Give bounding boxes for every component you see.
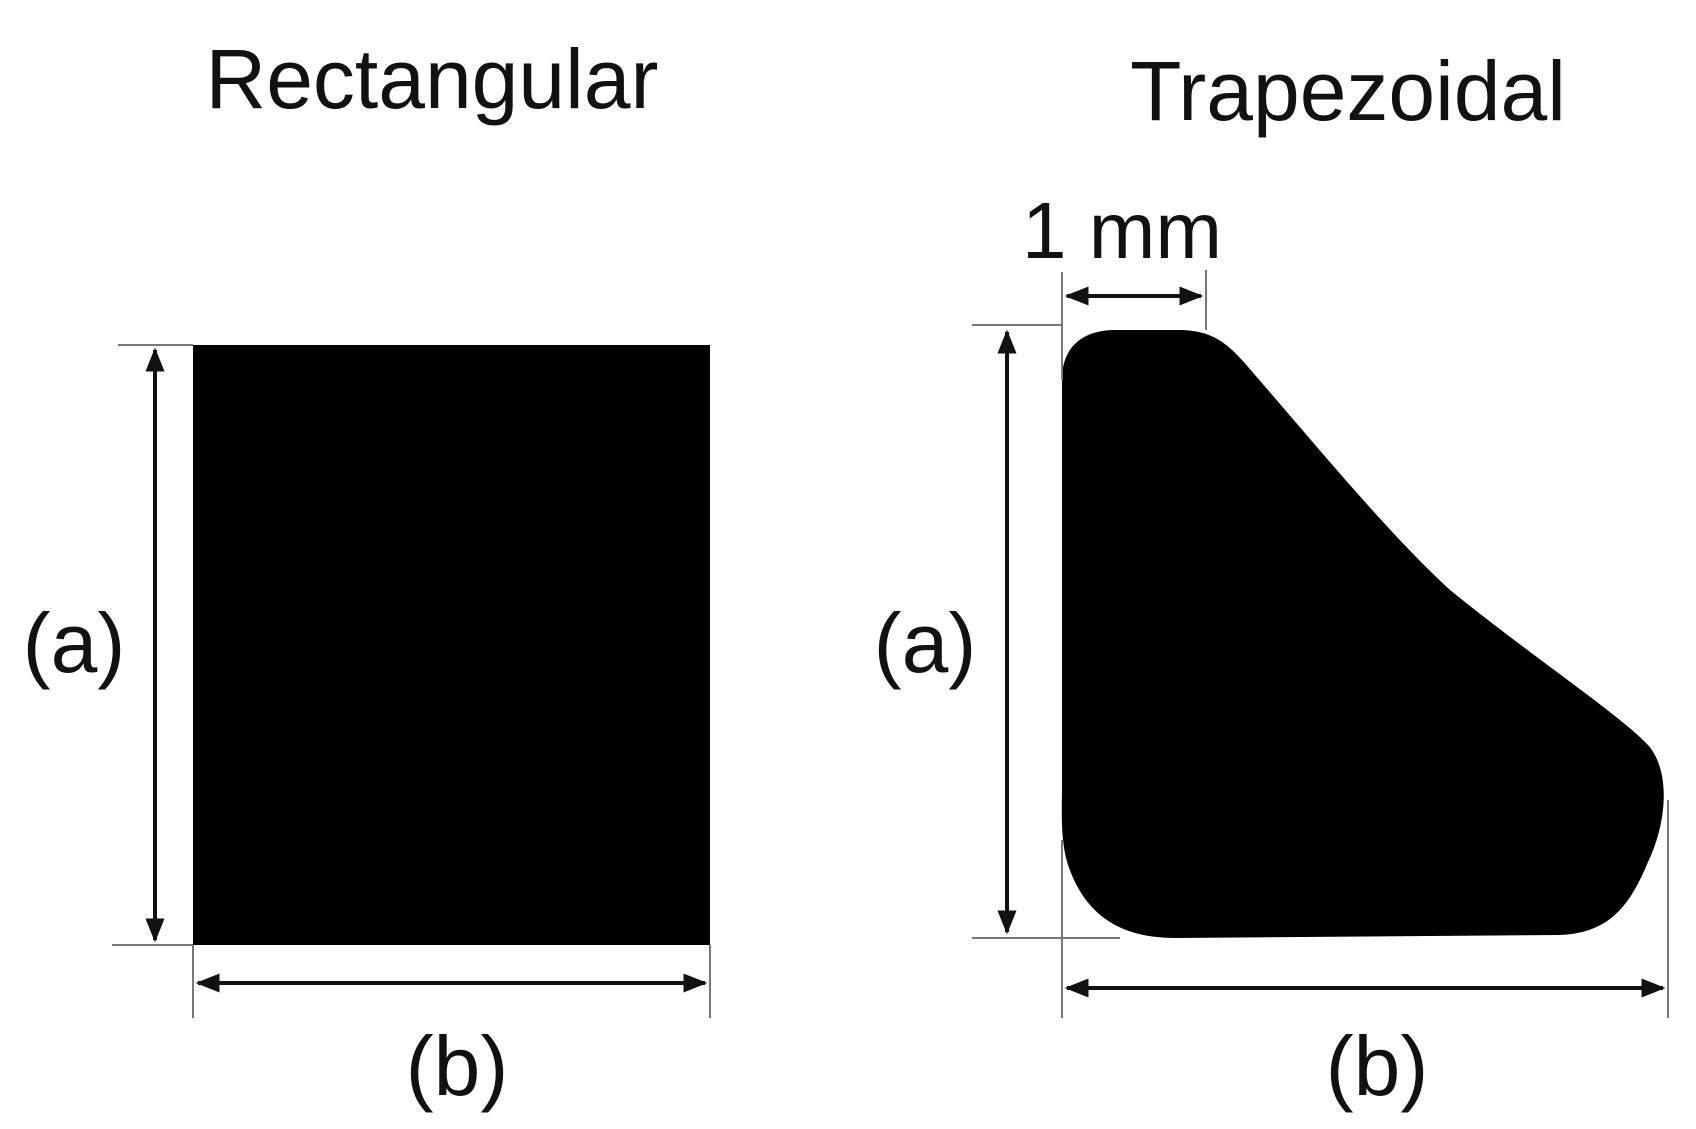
rectangular-width-label: (b) [406,1019,509,1113]
rectangular-height-label: (a) [23,596,126,690]
trapezoidal-title: Trapezoidal [1130,44,1566,138]
trapezoidal-height-label: (a) [874,596,977,690]
trapezoidal-scale-label: 1 mm [1022,186,1222,275]
trapezoidal-panel: Trapezoidal 1 mm (a) (b) [874,44,1669,1113]
trapezoidal-width-label: (b) [1326,1019,1429,1113]
rectangular-panel: Rectangular (a) (b) [23,32,711,1113]
rectangular-title: Rectangular [206,32,659,126]
trapezoidal-cross-section [1061,330,1664,938]
rectangular-cross-section [193,345,710,945]
